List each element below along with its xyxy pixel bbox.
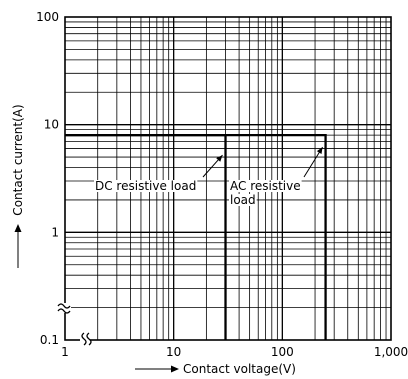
y-axis-break-icon <box>57 303 71 314</box>
plot-frame <box>64 16 392 341</box>
x-tick-label: 1 <box>61 345 69 359</box>
y-tick-label: 10 <box>44 118 59 132</box>
x-axis-title: Contact voltage(V) <box>183 362 296 376</box>
y-tick-label: 0.1 <box>40 333 59 347</box>
x-tick-label: 1,000 <box>374 345 408 359</box>
x-axis-arrow-icon <box>135 365 179 373</box>
y-tick-label: 100 <box>36 10 59 24</box>
ac-label-background-2 <box>229 194 257 206</box>
x-tick-label: 100 <box>271 345 294 359</box>
y-axis-arrow-icon <box>14 224 22 268</box>
dc-annotation-arrow-head <box>216 155 223 162</box>
y-tick-label: 1 <box>51 225 59 239</box>
x-tick-label: 10 <box>166 345 181 359</box>
y-axis-title: Contact current(A) <box>11 104 25 215</box>
ac-annotation-arrow-head <box>316 147 323 155</box>
series-lines <box>65 133 327 340</box>
x-axis-break-icon <box>80 332 92 346</box>
series-line-ac <box>65 133 327 340</box>
y-axis-title-group: Contact current(A) <box>11 104 25 215</box>
ac-label-background <box>229 180 302 192</box>
dc-label-background <box>94 180 198 192</box>
annotation-arrows <box>202 146 324 178</box>
grid <box>65 17 391 340</box>
ac-load-label: load <box>230 193 256 207</box>
dc-resistive-load-label: DC resistive load <box>95 179 196 193</box>
ac-resistive-label: AC resistive <box>230 179 301 193</box>
